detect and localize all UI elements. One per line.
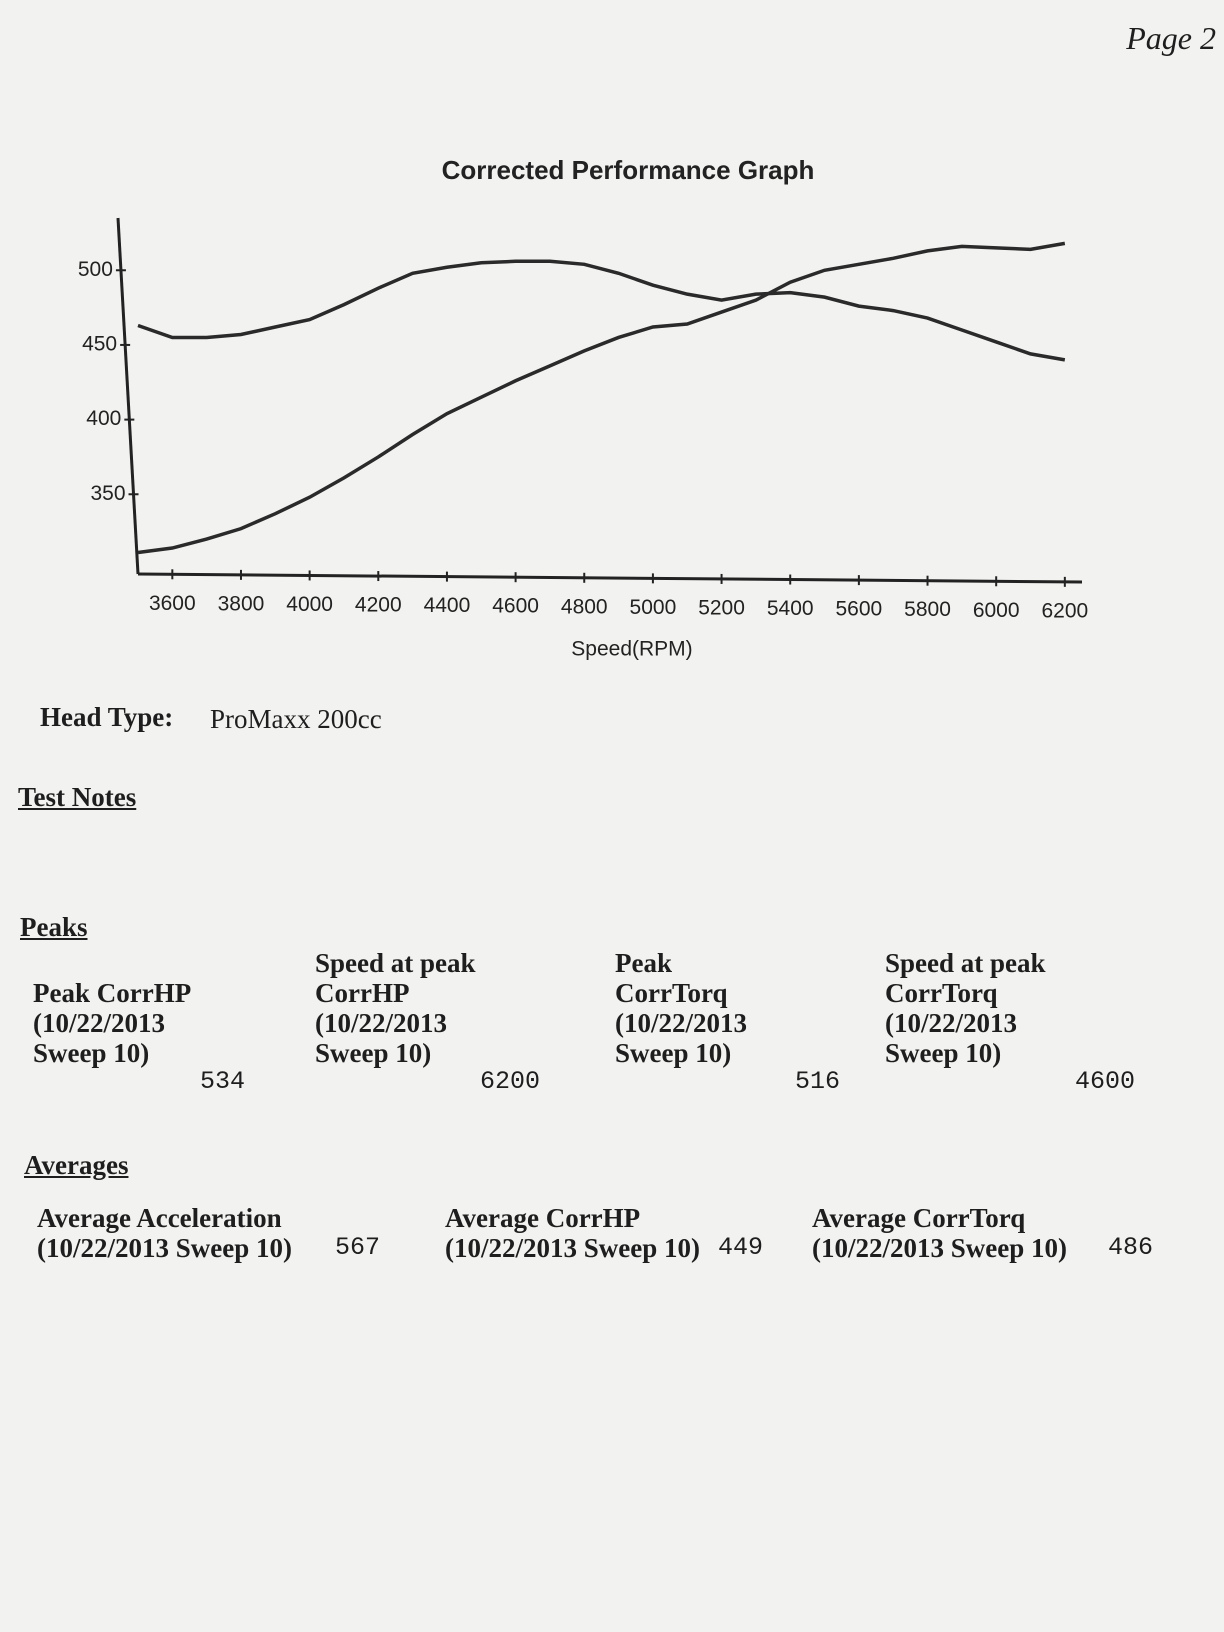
x-tick-label: 5000 xyxy=(630,596,677,619)
y-tick-label: 450 xyxy=(82,332,117,355)
peak-value: 6200 xyxy=(479,1067,540,1096)
x-tick-label: 6000 xyxy=(973,599,1020,622)
peak-label: Peak CorrHP xyxy=(33,978,192,1008)
average-value: 486 xyxy=(1107,1233,1153,1262)
x-tick-label: 4400 xyxy=(424,594,471,617)
peak-value: 534 xyxy=(199,1067,245,1096)
average-label: (10/22/2013 Sweep 10) xyxy=(37,1233,292,1263)
x-tick-label: 4600 xyxy=(492,595,539,618)
peak-label: Speed at peak xyxy=(885,948,1046,978)
average-label: (10/22/2013 Sweep 10) xyxy=(445,1233,700,1263)
average-value: 449 xyxy=(717,1233,763,1262)
series-line xyxy=(137,259,1066,362)
average-label: (10/22/2013 Sweep 10) xyxy=(812,1233,1067,1263)
peak-label: Sweep 10) xyxy=(615,1038,732,1068)
y-tick-label: 500 xyxy=(78,258,113,281)
head-type-label: Head Type: xyxy=(40,702,174,732)
x-tick-label: 4800 xyxy=(561,595,608,618)
y-tick-label: 400 xyxy=(86,407,121,430)
series-line xyxy=(137,241,1066,555)
peak-value: 516 xyxy=(794,1067,840,1096)
x-tick-label: 3800 xyxy=(218,592,265,615)
peak-label: (10/22/2013 xyxy=(315,1008,447,1038)
peak-label: Peak xyxy=(615,948,672,978)
section-title: Test Notes xyxy=(18,782,137,812)
page-label: Page 2 xyxy=(1126,20,1216,56)
x-axis-label: Speed(RPM) xyxy=(571,638,692,660)
x-tick-label: 5200 xyxy=(698,596,745,619)
peak-label: Sweep 10) xyxy=(885,1038,1002,1068)
average-label: Average CorrTorq xyxy=(812,1203,1026,1233)
x-tick-label: 4200 xyxy=(355,594,402,617)
average-label: Average CorrHP xyxy=(445,1203,641,1233)
y-axis xyxy=(116,217,140,575)
y-tick-label: 350 xyxy=(90,482,125,505)
chart: Corrected Performance Graph Speed(RPM) 3… xyxy=(78,155,1088,660)
peak-label: (10/22/2013 xyxy=(615,1008,747,1038)
average-label: Average Acceleration xyxy=(37,1203,282,1233)
chart-title: Corrected Performance Graph xyxy=(442,155,815,185)
x-axis xyxy=(137,572,1083,584)
x-tick-label: 5600 xyxy=(836,598,883,621)
peak-label: Sweep 10) xyxy=(315,1038,432,1068)
section-title: Averages xyxy=(24,1150,129,1180)
head-type-value: ProMaxx 200cc xyxy=(210,704,382,734)
peak-label: Sweep 10) xyxy=(33,1038,150,1068)
x-tick-label: 5800 xyxy=(904,598,951,621)
x-tick-label: 6200 xyxy=(1041,599,1088,622)
peak-label: (10/22/2013 xyxy=(885,1008,1017,1038)
section-title: Peaks xyxy=(20,912,88,942)
peak-label: (10/22/2013 xyxy=(33,1008,165,1038)
x-tick-label: 4000 xyxy=(286,593,333,616)
peak-label: CorrTorq xyxy=(885,978,998,1008)
peak-label: Speed at peak xyxy=(315,948,476,978)
x-tick-label: 5400 xyxy=(767,597,814,620)
x-tick-label: 3600 xyxy=(149,592,196,615)
average-value: 567 xyxy=(334,1233,380,1262)
peak-label: CorrHP xyxy=(315,978,410,1008)
peak-label: CorrTorq xyxy=(615,978,728,1008)
peak-value: 4600 xyxy=(1074,1067,1135,1096)
